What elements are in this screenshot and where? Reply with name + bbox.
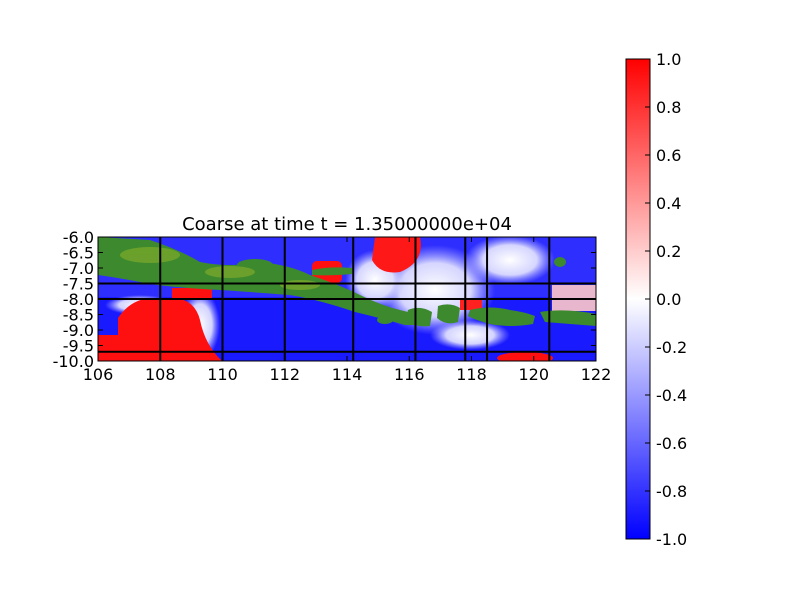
colorbar-tick-label: 0.6	[656, 146, 681, 165]
y-tick-label: -9.5	[63, 337, 94, 356]
x-tick-label: 116	[394, 365, 425, 384]
colorbar-tick-label: 0.0	[656, 290, 681, 309]
colorbar-tick-label: -0.8	[656, 482, 687, 501]
grid-lines	[98, 237, 596, 361]
x-tick-label: 118	[456, 365, 487, 384]
x-tick-label: 112	[269, 365, 300, 384]
colorbar-tick-label: -1.0	[656, 530, 687, 549]
x-tick-label: 122	[581, 365, 612, 384]
pale-zone	[430, 320, 510, 350]
x-tick-label: 114	[332, 365, 363, 384]
chart-title: Coarse at time t = 1.35000000e+04	[182, 214, 512, 235]
x-tick-label: 120	[518, 365, 549, 384]
x-axis: 106 108 110 112 114 116 118 120 122	[83, 237, 612, 384]
colorbar-tick-label: 0.2	[656, 242, 681, 261]
y-tick-label: -9.0	[63, 321, 94, 340]
colorbar-tick-label: 1.0	[656, 50, 681, 69]
red-region-far-west	[98, 335, 118, 361]
y-tick-label: -6.0	[63, 228, 94, 247]
y-axis: -6.0-6.5-7.0-7.5-8.0-8.5-9.0-9.5-10.0	[53, 228, 596, 371]
y-tick-label: -8.5	[63, 306, 94, 325]
colorbar-tick-label: 0.8	[656, 98, 681, 117]
y-tick-label: -7.0	[63, 259, 94, 278]
y-tick-label: -8.0	[63, 290, 94, 309]
red-region-southwest	[118, 298, 222, 361]
x-tick-label: 106	[83, 365, 114, 384]
colorbar-axis: 1.0 0.8 0.6 0.4 0.2 0.0 -0.2 -0.4 -0.6 -0.8 -1.0	[645, 50, 687, 549]
x-tick-label: 110	[207, 365, 238, 384]
y-tick-label: -6.5	[63, 244, 94, 263]
heatmap-plot	[98, 237, 596, 361]
y-tick-label: -10.0	[53, 352, 94, 371]
land-mask	[98, 237, 596, 327]
red-region-south-sumbawa	[497, 352, 553, 361]
colorbar-tick-label: -0.6	[656, 434, 687, 453]
colorbar-tick-label: -0.4	[656, 386, 687, 405]
x-tick-label: 108	[145, 365, 176, 384]
y-tick-label: -7.5	[63, 275, 94, 294]
pale-zone	[465, 237, 555, 285]
colorbar-tick-label: -0.2	[656, 338, 687, 357]
red-region-java-sea-east	[372, 237, 421, 273]
red-region-bali-strait	[460, 300, 482, 310]
colorbar-tick-label: 0.4	[656, 194, 681, 213]
